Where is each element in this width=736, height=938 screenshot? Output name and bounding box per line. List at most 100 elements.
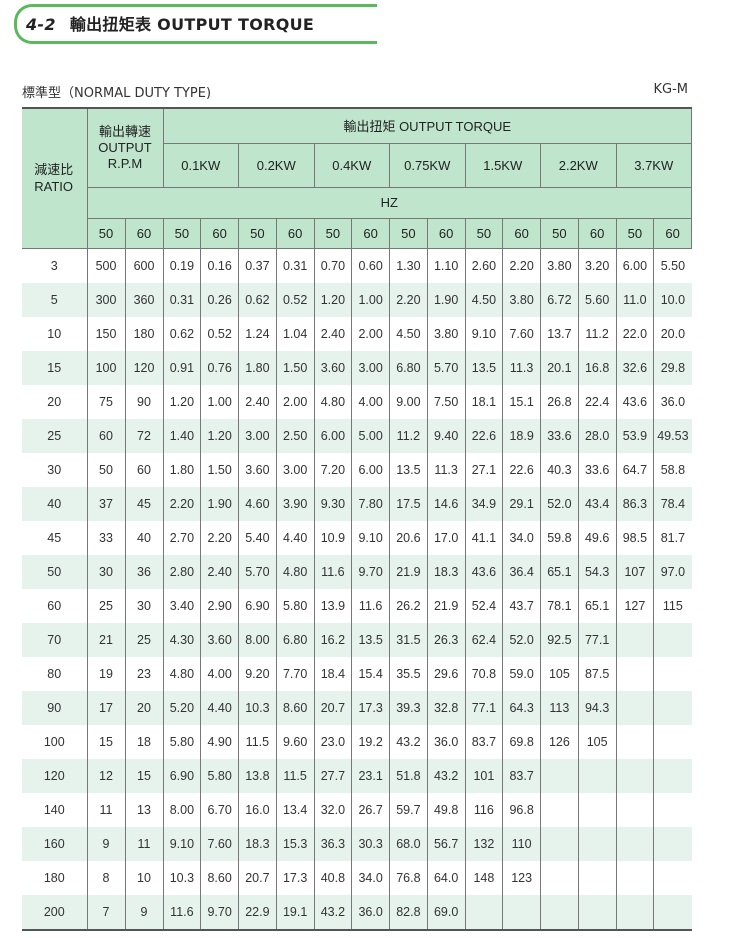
torque-cell: 5.60: [577, 282, 616, 317]
torque-cell: [615, 792, 654, 827]
rpm-cell: 33: [86, 520, 125, 555]
ratio-cell: 10: [47, 326, 62, 341]
rpm-cell: 12: [86, 758, 125, 793]
torque-cell: [577, 758, 616, 793]
model-label: KG-M: [653, 82, 688, 97]
torque-cell: 0.19: [162, 248, 201, 283]
torque-cell: 21.9: [389, 554, 428, 589]
torque-cell: [615, 826, 654, 861]
torque-cell: 6.00: [313, 418, 352, 453]
torque-cell: 18.9: [502, 418, 541, 453]
torque-cell: 18.3: [238, 826, 277, 861]
torque-cell: 123: [502, 860, 541, 895]
torque-cell: 1.40: [162, 418, 201, 453]
torque-cell: 6.00: [351, 452, 390, 487]
torque-cell: 4.80: [313, 384, 352, 419]
torque-cell: 1.30: [389, 248, 428, 283]
section-title-text: 輸出扭矩表 OUTPUT TORQUE: [69, 15, 315, 34]
torque-cell: 3.60: [313, 350, 352, 385]
torque-cell: 5.80: [200, 758, 239, 793]
torque-cell: 22.6: [464, 418, 503, 453]
torque-cell: 4.60: [238, 486, 277, 521]
torque-cell: 1.90: [200, 486, 239, 521]
torque-cell: 11.5: [275, 758, 314, 793]
torque-cell: 13.5: [389, 452, 428, 487]
torque-cell: [577, 860, 616, 895]
torque-cell: 49.8: [426, 792, 465, 827]
table-row: 140 11 13 8.00 6.70 16.0 13.4 32.0 26.7 59.7 49.8 1…: [22, 792, 692, 827]
torque-cell: 64.0: [426, 860, 465, 895]
torque-cell: 40.3: [540, 452, 579, 487]
torque-cell: 3.90: [275, 486, 314, 521]
torque-cell: 6.80: [389, 350, 428, 385]
torque-cell: 5.70: [238, 554, 277, 589]
torque-cell: 8.00: [162, 792, 201, 827]
rpm-cell: 45: [124, 486, 163, 521]
rpm-cell: 21: [86, 622, 125, 657]
power-header: 1.5KW: [464, 142, 541, 188]
torque-cell: 4.50: [464, 282, 503, 317]
torque-cell: 16.0: [238, 792, 277, 827]
torque-cell: 58.8: [653, 452, 692, 487]
rpm-cell: 72: [124, 418, 163, 453]
rpm-cell: 30: [124, 588, 163, 623]
hz-value: 50: [238, 217, 277, 249]
torque-cell: 3.40: [162, 588, 201, 623]
torque-cell: 7.80: [351, 486, 390, 521]
torque-cell: [653, 724, 692, 759]
torque-cell: 4.00: [200, 656, 239, 691]
torque-cell: 31.5: [389, 622, 428, 657]
hz-value: 60: [275, 217, 315, 249]
torque-cell: 17.0: [426, 520, 465, 555]
torque-cell: 54.3: [577, 554, 616, 589]
torque-cell: 59.7: [389, 792, 428, 827]
rpm-cell: 25: [124, 622, 163, 657]
rpm-cell: 30: [86, 554, 125, 589]
torque-cell: [540, 826, 579, 861]
output-torque-table: 減速比 RATIO 輸出轉速 OUTPUT R.P.M 輸出扭矩 OUTPUT …: [22, 107, 692, 931]
torque-cell: 34.0: [502, 520, 541, 555]
torque-cell: 97.0: [653, 554, 692, 589]
torque-cell: 41.1: [464, 520, 503, 555]
torque-cell: 49.53: [653, 418, 692, 453]
torque-cell: 3.00: [238, 418, 277, 453]
section-number: 4-2: [26, 15, 56, 34]
ratio-cell: 160: [22, 826, 87, 861]
torque-cell: 1.24: [238, 316, 277, 351]
ratio-cell: 80: [47, 666, 62, 681]
torque-cell: 2.00: [275, 384, 314, 419]
torque-cell: 8.00: [238, 622, 277, 657]
torque-cell: 1.20: [162, 384, 201, 419]
hz-value: 50: [86, 217, 126, 249]
torque-cell: 2.40: [200, 554, 239, 589]
torque-cell: 23.0: [313, 724, 352, 759]
torque-cell: 81.7: [653, 520, 692, 555]
torque-cell: 4.00: [351, 384, 390, 419]
torque-cell: 3.60: [200, 622, 239, 657]
torque-cell: 0.31: [162, 282, 201, 317]
torque-cell: 105: [540, 656, 579, 691]
torque-cell: 14.6: [426, 486, 465, 521]
torque-cell: 53.9: [615, 418, 654, 453]
table-row: 10 150 180 0.62 0.52 1.24 1.04 2.40 2.00 4.50 3.80…: [22, 316, 692, 351]
power-header: 0.75KW: [389, 142, 466, 188]
torque-cell: 16.2: [313, 622, 352, 657]
table-row: 100 15 18 5.80 4.90 11.5 9.60 23.0 19.2 43.2 36.0 8…: [22, 724, 692, 759]
torque-cell: 10.3: [238, 690, 277, 725]
torque-cell: [615, 860, 654, 895]
torque-cell: 87.5: [577, 656, 616, 691]
torque-cell: 0.16: [200, 248, 239, 283]
torque-cell: 17.3: [275, 860, 314, 895]
rpm-cell: 25: [86, 588, 125, 623]
torque-cell: 76.8: [389, 860, 428, 895]
table-row: 160 9 11 9.10 7.60 18.3 15.3 36.3 30.3 68.0 56.7 13…: [22, 826, 692, 861]
torque-cell: 10.9: [313, 520, 352, 555]
rpm-cell: 60: [124, 452, 163, 487]
torque-cell: 13.8: [238, 758, 277, 793]
torque-cell: 59.8: [540, 520, 579, 555]
torque-cell: [615, 622, 654, 657]
torque-cell: 6.90: [238, 588, 277, 623]
torque-cell: 83.7: [502, 758, 541, 793]
torque-cell: 107: [615, 554, 654, 589]
torque-cell: 11.2: [389, 418, 428, 453]
